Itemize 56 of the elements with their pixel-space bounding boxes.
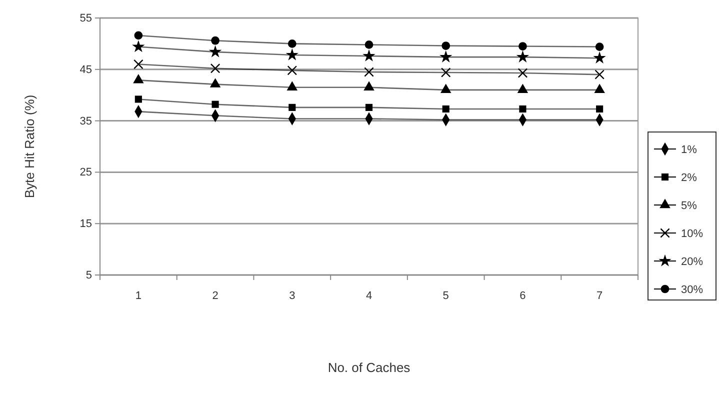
point: [133, 74, 144, 84]
x-tick-label: 7: [596, 290, 603, 302]
legend-label: 20%: [681, 256, 704, 268]
x-tick-label: 3: [289, 290, 296, 302]
legend-label: 10%: [681, 228, 704, 240]
point: [210, 63, 220, 74]
point: [362, 49, 376, 62]
point: [442, 42, 450, 50]
point: [286, 48, 298, 60]
point: [212, 100, 219, 108]
point: [518, 42, 527, 50]
y-tick-label: 45: [80, 64, 92, 76]
point: [132, 40, 145, 52]
point: [365, 104, 373, 111]
x-axis-title: No. of Caches: [328, 360, 411, 375]
point: [518, 68, 528, 78]
point: [364, 81, 374, 90]
point: [211, 36, 220, 45]
point: [516, 50, 530, 62]
point: [595, 42, 604, 51]
point: [440, 50, 452, 62]
point: [288, 104, 296, 111]
point: [593, 51, 606, 64]
legend-label: 5%: [681, 200, 698, 212]
point: [364, 67, 374, 77]
x-tick-label: 5: [442, 290, 449, 302]
point: [134, 59, 144, 70]
point: [134, 31, 143, 40]
point: [519, 105, 526, 113]
point: [134, 96, 142, 103]
point: [440, 84, 452, 94]
y-tick-label: 15: [80, 218, 92, 230]
point: [288, 40, 296, 48]
point: [287, 66, 298, 76]
point: [440, 68, 451, 78]
point: [442, 105, 450, 113]
point: [596, 105, 604, 113]
x-tick-label: 6: [520, 290, 526, 302]
x-tick-label: 4: [366, 290, 372, 302]
point: [594, 70, 604, 80]
y-axis-title: Byte Hit Ratio (%): [22, 94, 37, 198]
y-tick-label: 35: [80, 115, 92, 128]
x-tick-label: 2: [212, 290, 218, 302]
legend-label: 30%: [681, 284, 704, 296]
y-tick-label: 25: [80, 166, 92, 179]
legend-label: 1%: [681, 144, 698, 156]
y-tick-label: 5: [86, 270, 92, 282]
x-tick-label: 1: [135, 290, 142, 302]
legend-label: 2%: [681, 172, 698, 184]
point: [594, 84, 605, 94]
point: [517, 84, 528, 94]
point: [364, 40, 374, 49]
point: [210, 78, 221, 88]
y-tick-label: 55: [80, 12, 92, 25]
point: [286, 81, 298, 90]
point: [208, 45, 222, 58]
